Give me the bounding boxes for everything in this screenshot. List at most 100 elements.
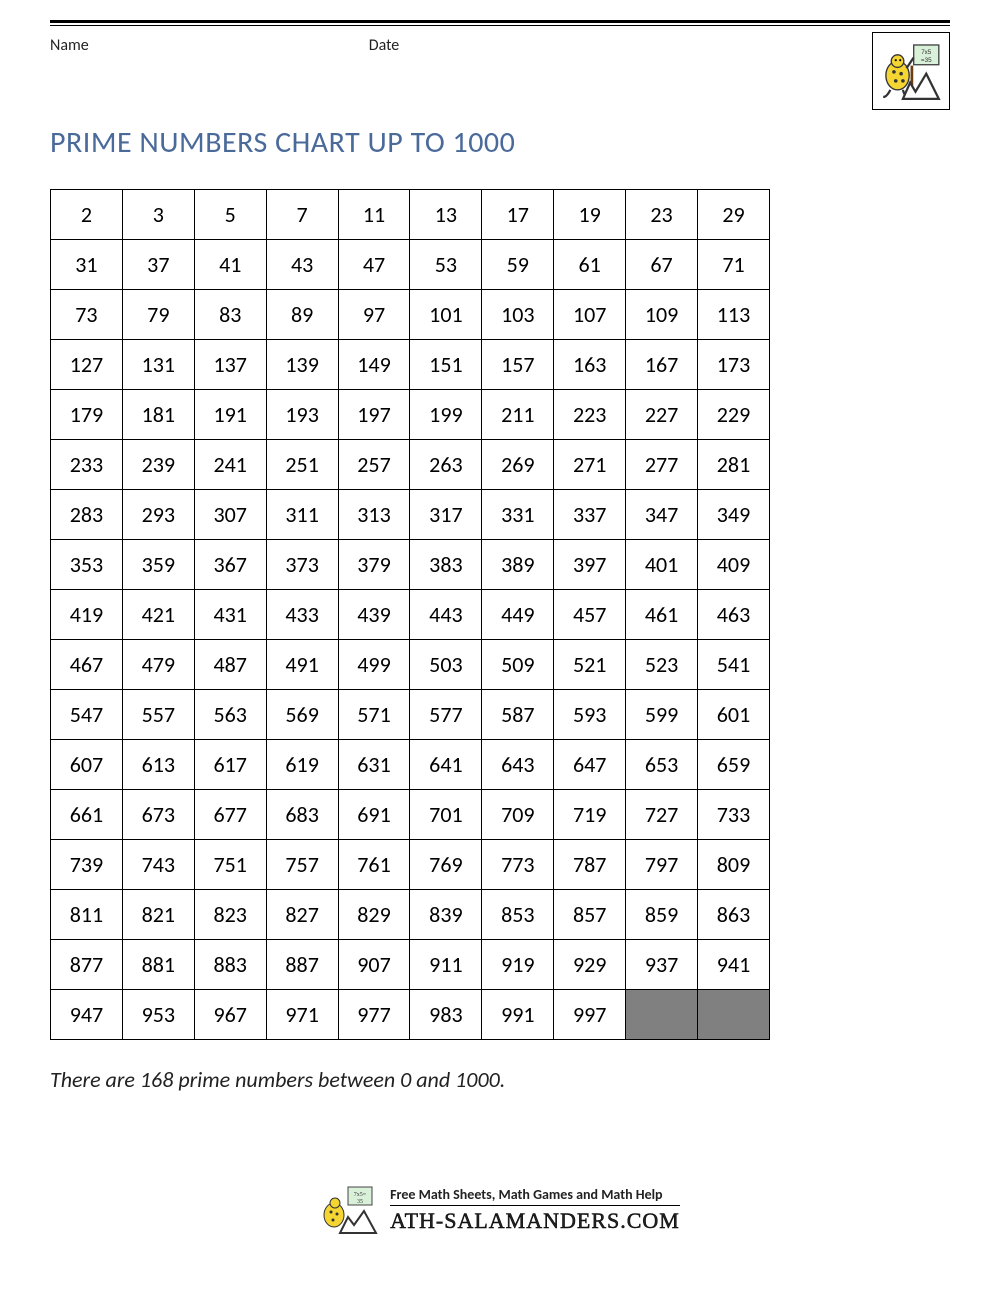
- prime-cell: 971: [266, 990, 338, 1040]
- prime-cell: 281: [698, 440, 770, 490]
- prime-cell: 631: [338, 740, 410, 790]
- prime-cell: 751: [194, 840, 266, 890]
- prime-cell: 271: [554, 440, 626, 490]
- prime-cell: 131: [122, 340, 194, 390]
- name-label: Name: [50, 36, 89, 55]
- page-title: PRIME NUMBERS CHART UP TO 1000: [50, 124, 950, 161]
- prime-cell: 31: [51, 240, 123, 290]
- prime-cell: 397: [554, 540, 626, 590]
- footer-tagline: Free Math Sheets, Math Games and Math He…: [390, 1186, 680, 1206]
- prime-cell: 733: [698, 790, 770, 840]
- prime-cell: 29: [698, 190, 770, 240]
- prime-cell: 647: [554, 740, 626, 790]
- prime-cell: 311: [266, 490, 338, 540]
- prime-cell: 653: [626, 740, 698, 790]
- prime-cell: 313: [338, 490, 410, 540]
- prime-cell: [698, 990, 770, 1040]
- summary-caption: There are 168 prime numbers between 0 an…: [50, 1066, 950, 1093]
- prime-cell: 463: [698, 590, 770, 640]
- prime-cell: 109: [626, 290, 698, 340]
- prime-cell: 571: [338, 690, 410, 740]
- prime-cell: 593: [554, 690, 626, 740]
- prime-cell: 197: [338, 390, 410, 440]
- prime-cell: 467: [51, 640, 123, 690]
- prime-cell: 211: [482, 390, 554, 440]
- prime-cell: 229: [698, 390, 770, 440]
- prime-cell: 827: [266, 890, 338, 940]
- prime-cell: 7: [266, 190, 338, 240]
- prime-cell: 881: [122, 940, 194, 990]
- prime-cell: 743: [122, 840, 194, 890]
- prime-cell: 701: [410, 790, 482, 840]
- prime-cell: 673: [122, 790, 194, 840]
- prime-cell: 607: [51, 740, 123, 790]
- prime-cell: 599: [626, 690, 698, 740]
- prime-cell: 157: [482, 340, 554, 390]
- prime-cell: 557: [122, 690, 194, 740]
- prime-cell: 977: [338, 990, 410, 1040]
- prime-cell: 569: [266, 690, 338, 740]
- prime-cell: 773: [482, 840, 554, 890]
- prime-cell: 227: [626, 390, 698, 440]
- prime-cell: 761: [338, 840, 410, 890]
- prime-cell: 937: [626, 940, 698, 990]
- prime-cell: 661: [51, 790, 123, 840]
- prime-cell: 71: [698, 240, 770, 290]
- prime-cell: 823: [194, 890, 266, 940]
- footer-logo-icon: 7x5= 35: [320, 1183, 380, 1237]
- date-label: Date: [369, 36, 400, 55]
- prime-cell: 719: [554, 790, 626, 840]
- prime-cell: 191: [194, 390, 266, 440]
- prime-cell: 251: [266, 440, 338, 490]
- prime-cell: 983: [410, 990, 482, 1040]
- prime-cell: 857: [554, 890, 626, 940]
- prime-cell: 691: [338, 790, 410, 840]
- prime-cell: 641: [410, 740, 482, 790]
- prime-cell: 409: [698, 540, 770, 590]
- prime-cell: 619: [266, 740, 338, 790]
- prime-cell: 61: [554, 240, 626, 290]
- prime-cell: 193: [266, 390, 338, 440]
- prime-cell: 223: [554, 390, 626, 440]
- prime-cell: 523: [626, 640, 698, 690]
- prime-cell: 103: [482, 290, 554, 340]
- prime-cell: 2: [51, 190, 123, 240]
- prime-cell: 739: [51, 840, 123, 890]
- prime-cell: 499: [338, 640, 410, 690]
- prime-cell: 677: [194, 790, 266, 840]
- prime-cell: 659: [698, 740, 770, 790]
- prime-cell: 769: [410, 840, 482, 890]
- prime-cell: 449: [482, 590, 554, 640]
- prime-cell: 433: [266, 590, 338, 640]
- prime-cell: 941: [698, 940, 770, 990]
- prime-cell: 613: [122, 740, 194, 790]
- prime-cell: 587: [482, 690, 554, 740]
- prime-cell: 601: [698, 690, 770, 740]
- prime-cell: 853: [482, 890, 554, 940]
- prime-cell: 859: [626, 890, 698, 940]
- svg-text:=35: =35: [921, 57, 932, 64]
- prime-cell: 139: [266, 340, 338, 390]
- prime-cell: 389: [482, 540, 554, 590]
- prime-cell: 911: [410, 940, 482, 990]
- prime-cell: 439: [338, 590, 410, 640]
- prime-cell: 373: [266, 540, 338, 590]
- prime-cell: 821: [122, 890, 194, 940]
- prime-cell: 101: [410, 290, 482, 340]
- prime-cell: 67: [626, 240, 698, 290]
- prime-cell: 887: [266, 940, 338, 990]
- prime-cell: 73: [51, 290, 123, 340]
- prime-cell: 23: [626, 190, 698, 240]
- prime-cell: 379: [338, 540, 410, 590]
- prime-cell: 163: [554, 340, 626, 390]
- svg-text:7x5=: 7x5=: [354, 1192, 367, 1198]
- prime-cell: 509: [482, 640, 554, 690]
- prime-cell: 787: [554, 840, 626, 890]
- prime-cell: 997: [554, 990, 626, 1040]
- prime-cell: 53: [410, 240, 482, 290]
- prime-cell: 811: [51, 890, 123, 940]
- prime-cell: 521: [554, 640, 626, 690]
- prime-numbers-table: 2357111317192329313741434753596167717379…: [50, 189, 770, 1040]
- prime-cell: 797: [626, 840, 698, 890]
- svg-text:35: 35: [357, 1199, 363, 1205]
